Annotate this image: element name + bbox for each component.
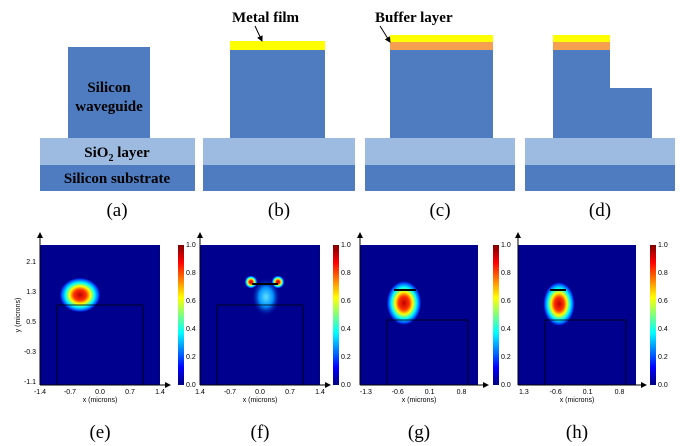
colorbar-tick-label: 0.0 xyxy=(186,382,196,389)
colorbar-tick-label: 0.2 xyxy=(501,354,511,361)
x-tick-label: 0.1 xyxy=(583,389,593,396)
field-map xyxy=(360,245,478,385)
colorbar-tick-label: 0.0 xyxy=(341,382,351,389)
x-axis-label: x (microns) xyxy=(560,397,595,404)
y-tick-label: -1.1 xyxy=(24,379,36,386)
layer-text: waveguide xyxy=(75,99,143,115)
field-map xyxy=(40,245,160,385)
colorbar-tick-label: 0.6 xyxy=(341,298,351,305)
x-tick-label: 1.4 xyxy=(155,389,165,396)
layer-text: SiO xyxy=(84,145,108,161)
annotation: Buffer layer xyxy=(375,10,453,26)
colorbar-tick-label: 1.0 xyxy=(501,242,511,249)
colorbar-tick-label: 0.0 xyxy=(501,382,511,389)
colorbar-tick-label: 0.8 xyxy=(341,270,351,277)
colorbar-tick-label: 0.2 xyxy=(341,354,351,361)
mode-field xyxy=(245,276,258,289)
colorbar-tick-label: 0.8 xyxy=(658,270,668,277)
panel-b xyxy=(203,41,355,191)
colorbar xyxy=(333,245,339,385)
colorbar-tick-label: 1.0 xyxy=(341,242,351,249)
x-tick-label: -0.7 xyxy=(224,389,236,396)
colorbar-tick-label: 0.0 xyxy=(658,382,668,389)
layer-text: Silicon substrate xyxy=(64,171,171,187)
panel-label: (a) xyxy=(106,200,127,221)
colorbar-tick-label: 1.0 xyxy=(658,242,668,249)
mode-field xyxy=(272,276,285,289)
x-tick-label: 0.7 xyxy=(285,389,295,396)
colorbar-tick-label: 0.4 xyxy=(341,326,351,333)
x-tick-label: 0.7 xyxy=(125,389,135,396)
panel-label: (e) xyxy=(89,422,110,443)
colorbar-tick-label: 0.2 xyxy=(186,354,196,361)
y-tick-label: 1.3 xyxy=(26,289,36,296)
panel-a: Silicon waveguide SiO2 layer Silicon sub… xyxy=(40,47,195,191)
x-tick-label: 0.1 xyxy=(425,389,435,396)
x-axis-label: x (microns) xyxy=(243,397,278,404)
colorbar xyxy=(178,245,184,385)
x-tick-label: -0.6 xyxy=(550,389,562,396)
annotation-arrow xyxy=(380,26,390,42)
panel-label: (g) xyxy=(408,422,430,443)
colorbar-tick-label: 0.6 xyxy=(501,298,511,305)
colorbar-tick-label: 0.8 xyxy=(501,270,511,277)
panel-c xyxy=(365,35,515,191)
colorbar-tick-label: 0.4 xyxy=(658,326,668,333)
colorbar-tick-label: 0.4 xyxy=(186,326,196,333)
colorbar-tick-label: 0.4 xyxy=(501,326,511,333)
x-tick-label: 0.0 xyxy=(255,389,265,396)
y-axis-label: y (microns) xyxy=(15,298,22,333)
colorbar xyxy=(650,245,656,385)
x-tick-label: -0.6 xyxy=(392,389,404,396)
y-tick-label: -0.3 xyxy=(24,349,36,356)
y-tick-label: 2.1 xyxy=(26,259,36,266)
colorbar-tick-label: 0.8 xyxy=(186,270,196,277)
annotation: Metal film xyxy=(232,10,300,26)
x-tick-label: -0.7 xyxy=(64,389,76,396)
x-tick-label: -1.3 xyxy=(360,389,372,396)
layer-text: layer xyxy=(113,145,150,161)
colorbar-tick-label: 0.6 xyxy=(658,298,668,305)
x-tick-label: 1.4 xyxy=(195,389,205,396)
x-axis-label: x (microns) xyxy=(83,397,118,404)
panel-label: (h) xyxy=(566,422,588,443)
colorbar-tick-label: 0.6 xyxy=(186,298,196,305)
field-map xyxy=(200,245,320,385)
panel-label: (d) xyxy=(589,200,611,221)
mode-field xyxy=(59,277,101,312)
mode-field xyxy=(386,281,421,326)
panel-d xyxy=(525,35,675,191)
colorbar xyxy=(493,245,499,385)
y-tick-label: 0.5 xyxy=(26,319,36,326)
panel-label: (c) xyxy=(429,200,450,221)
panel-label: (b) xyxy=(268,200,290,221)
colorbar-tick-label: 0.2 xyxy=(658,354,668,361)
x-tick-label: 1.3 xyxy=(519,389,529,396)
annotation-arrow xyxy=(255,26,262,41)
x-tick-label: 0.8 xyxy=(615,389,625,396)
figure: Silicon waveguide SiO2 layer Silicon sub… xyxy=(0,0,680,446)
colorbar-tick-label: 1.0 xyxy=(186,242,196,249)
field-map xyxy=(518,245,636,385)
layer-text: Silicon xyxy=(87,80,131,96)
x-tick-label: 1.4 xyxy=(315,389,325,396)
x-tick-label: -1.4 xyxy=(34,389,46,396)
x-axis-label: x (microns) xyxy=(402,397,437,404)
panel-label: (f) xyxy=(251,422,270,443)
x-tick-label: 0.8 xyxy=(457,389,467,396)
x-tick-label: 0.0 xyxy=(95,389,105,396)
